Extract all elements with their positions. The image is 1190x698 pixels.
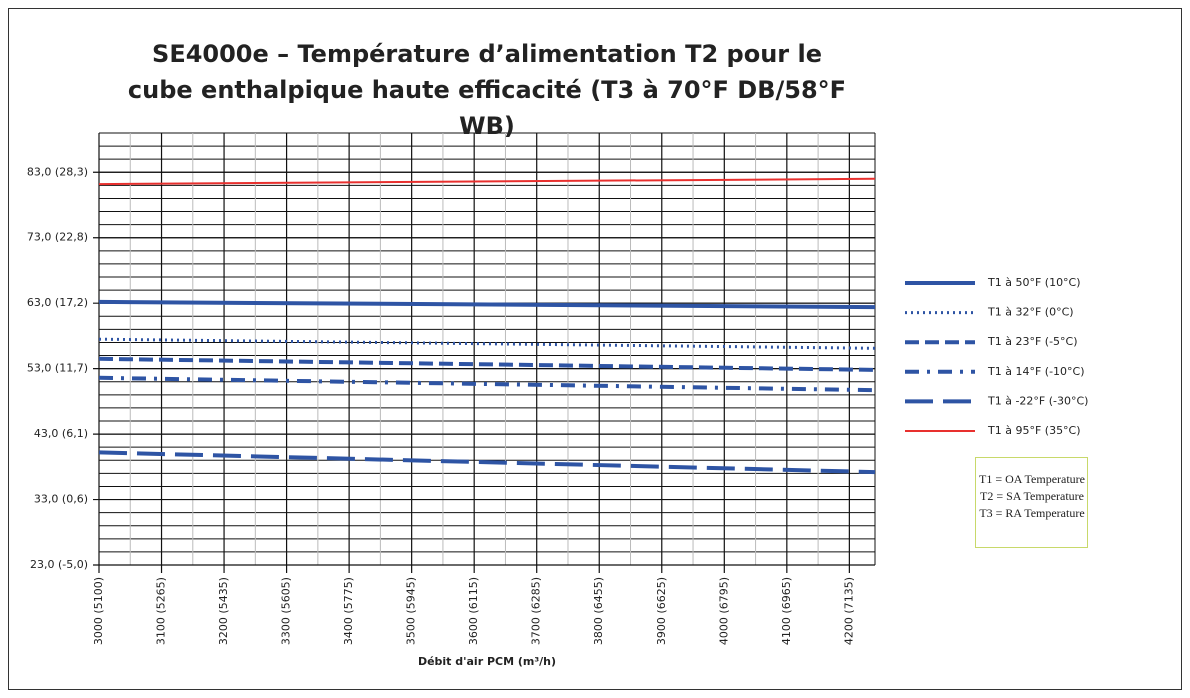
x-tick-label: 4000 (6795) xyxy=(717,577,730,645)
x-tick-label: 3400 (5775) xyxy=(342,577,355,645)
series-line xyxy=(98,375,876,393)
y-tick-label: 73,0 (22,8) xyxy=(27,231,88,244)
note-box xyxy=(975,457,1088,548)
y-tick-label: 43,0 (6,1) xyxy=(34,427,88,440)
annotation: T3 = RA Temperature xyxy=(979,506,1084,520)
x-axis-label: Débit d'air PCM (m³/h) xyxy=(418,655,556,668)
annotation: T1 = OA Temperature xyxy=(979,472,1085,486)
series-line xyxy=(98,356,876,372)
legend-label: T1 à -22°F (-30°C) xyxy=(987,394,1088,407)
y-tick-label: 53,0 (11,7) xyxy=(27,362,88,375)
series-line xyxy=(98,450,876,475)
legend-label: T1 à 23°F (-5°C) xyxy=(987,335,1078,348)
x-tick-label: 3000 (5100) xyxy=(92,577,105,645)
x-tick-label: 3100 (5265) xyxy=(155,577,168,645)
x-tick-label: 3600 (6115) xyxy=(467,577,480,645)
y-tick-label: 83,0 (28,3) xyxy=(27,165,88,178)
series-line xyxy=(98,299,876,310)
y-tick-label: 63,0 (17,2) xyxy=(27,296,88,309)
x-tick-label: 3200 (5435) xyxy=(217,577,230,645)
annotation: T2 = SA Temperature xyxy=(980,489,1084,503)
x-tick-label: 3300 (5605) xyxy=(280,577,293,645)
series-line xyxy=(98,177,876,186)
y-tick-label: 33,0 (0,6) xyxy=(34,493,88,506)
series-line xyxy=(98,337,876,350)
legend-label: T1 à 14°F (-10°C) xyxy=(987,365,1085,378)
frame xyxy=(8,8,1182,690)
x-tick-label: 3700 (6285) xyxy=(530,577,543,645)
x-tick-label: 4100 (6965) xyxy=(780,577,793,645)
x-tick-label: 3900 (6625) xyxy=(655,577,668,645)
chart-title: SE4000e – Température d’alimentation T2 … xyxy=(127,40,847,140)
legend-label: T1 à 50°F (10°C) xyxy=(987,276,1081,289)
y-tick-label: 23,0 (-5,0) xyxy=(30,558,88,571)
legend-label: T1 à 95°F (35°C) xyxy=(987,424,1081,437)
legend-label: T1 à 32°F (0°C) xyxy=(987,306,1074,319)
x-tick-label: 4200 (7135) xyxy=(842,577,855,645)
x-tick-label: 3500 (5945) xyxy=(405,577,418,645)
x-tick-label: 3800 (6455) xyxy=(592,577,605,645)
